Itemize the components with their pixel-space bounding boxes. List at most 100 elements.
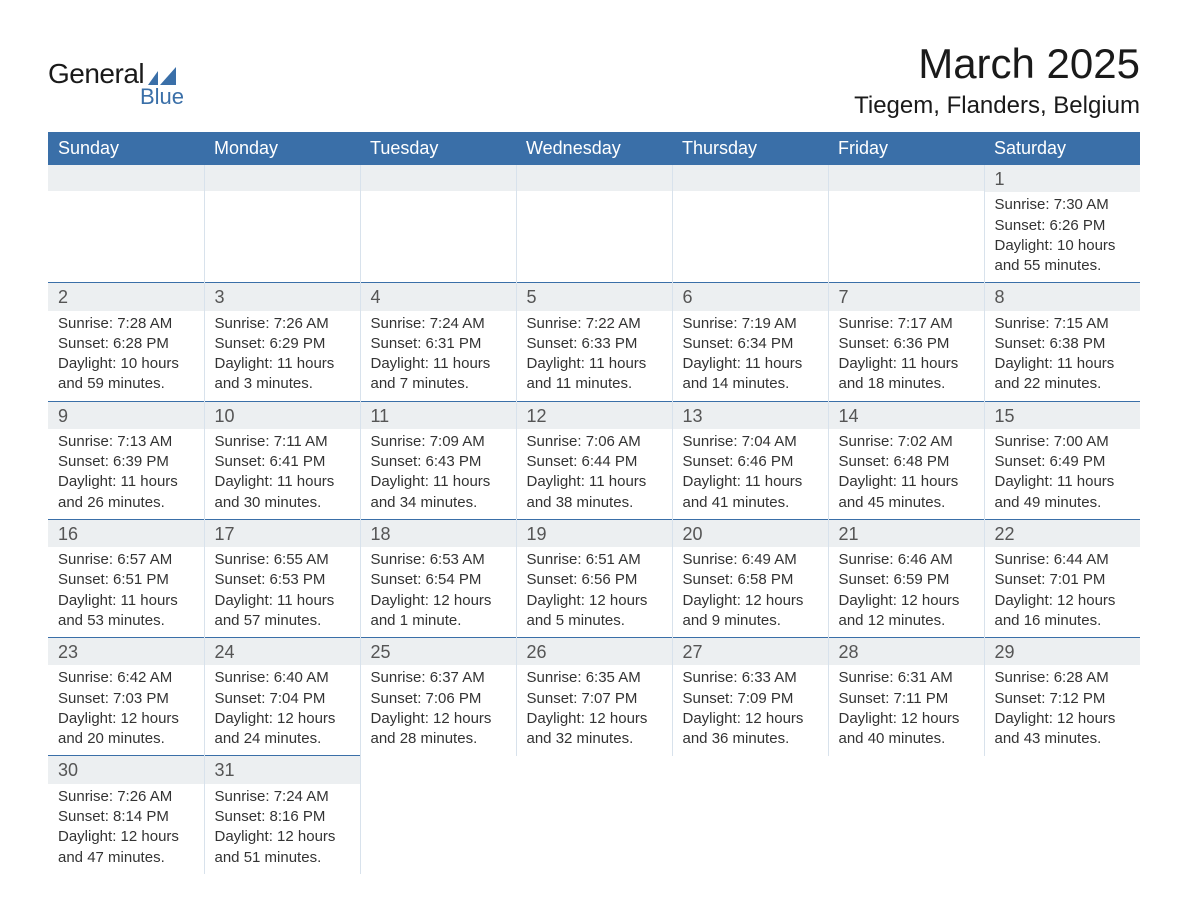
daylight-line: Daylight: 11 hours and 38 minutes. xyxy=(527,472,662,513)
day-details: Sunrise: 7:13 AMSunset: 6:39 PMDaylight:… xyxy=(48,429,204,519)
day-number: 9 xyxy=(48,402,204,429)
calendar-day-cell: 21Sunrise: 6:46 AMSunset: 6:59 PMDayligh… xyxy=(828,519,984,637)
sunrise-line: Sunrise: 6:42 AM xyxy=(58,668,194,688)
sunrise-line: Sunrise: 6:40 AM xyxy=(215,668,350,688)
day-details: Sunrise: 7:06 AMSunset: 6:44 PMDaylight:… xyxy=(517,429,672,519)
empty-day-bar xyxy=(829,165,984,191)
day-details: Sunrise: 7:22 AMSunset: 6:33 PMDaylight:… xyxy=(517,311,672,401)
day-details: Sunrise: 7:26 AMSunset: 8:14 PMDaylight:… xyxy=(48,784,204,874)
day-header: Saturday xyxy=(984,132,1140,165)
day-number: 25 xyxy=(361,638,516,665)
daylight-line: Daylight: 12 hours and 36 minutes. xyxy=(683,709,818,750)
day-number: 16 xyxy=(48,520,204,547)
sunset-line: Sunset: 6:58 PM xyxy=(683,570,818,590)
calendar-empty-cell xyxy=(360,756,516,874)
calendar-table: SundayMondayTuesdayWednesdayThursdayFrid… xyxy=(48,132,1140,874)
calendar-empty-cell xyxy=(516,165,672,283)
daylight-line: Daylight: 12 hours and 51 minutes. xyxy=(215,827,350,868)
calendar-day-cell: 12Sunrise: 7:06 AMSunset: 6:44 PMDayligh… xyxy=(516,401,672,519)
day-details: Sunrise: 6:46 AMSunset: 6:59 PMDaylight:… xyxy=(829,547,984,637)
day-details: Sunrise: 6:33 AMSunset: 7:09 PMDaylight:… xyxy=(673,665,828,755)
logo-text-sub: Blue xyxy=(140,84,184,110)
calendar-day-cell: 7Sunrise: 7:17 AMSunset: 6:36 PMDaylight… xyxy=(828,283,984,401)
daylight-line: Daylight: 12 hours and 40 minutes. xyxy=(839,709,974,750)
empty-day-bar xyxy=(361,165,516,191)
day-details: Sunrise: 7:04 AMSunset: 6:46 PMDaylight:… xyxy=(673,429,828,519)
sunrise-line: Sunrise: 7:11 AM xyxy=(215,432,350,452)
sunset-line: Sunset: 6:38 PM xyxy=(995,334,1131,354)
sunrise-line: Sunrise: 7:19 AM xyxy=(683,314,818,334)
calendar-day-cell: 20Sunrise: 6:49 AMSunset: 6:58 PMDayligh… xyxy=(672,519,828,637)
daylight-line: Daylight: 12 hours and 24 minutes. xyxy=(215,709,350,750)
calendar-day-cell: 1Sunrise: 7:30 AMSunset: 6:26 PMDaylight… xyxy=(984,165,1140,283)
calendar-day-cell: 23Sunrise: 6:42 AMSunset: 7:03 PMDayligh… xyxy=(48,638,204,756)
calendar-day-cell: 30Sunrise: 7:26 AMSunset: 8:14 PMDayligh… xyxy=(48,756,204,874)
sunrise-line: Sunrise: 6:44 AM xyxy=(995,550,1131,570)
title-block: March 2025 Tiegem, Flanders, Belgium xyxy=(854,40,1140,120)
day-number: 7 xyxy=(829,283,984,310)
calendar-day-cell: 3Sunrise: 7:26 AMSunset: 6:29 PMDaylight… xyxy=(204,283,360,401)
day-details: Sunrise: 7:24 AMSunset: 8:16 PMDaylight:… xyxy=(205,784,360,874)
sunrise-line: Sunrise: 6:35 AM xyxy=(527,668,662,688)
day-number: 12 xyxy=(517,402,672,429)
daylight-line: Daylight: 12 hours and 32 minutes. xyxy=(527,709,662,750)
sunrise-line: Sunrise: 6:46 AM xyxy=(839,550,974,570)
sunset-line: Sunset: 6:59 PM xyxy=(839,570,974,590)
sunset-line: Sunset: 8:14 PM xyxy=(58,807,194,827)
sunset-line: Sunset: 6:26 PM xyxy=(995,216,1131,236)
calendar-empty-cell xyxy=(672,165,828,283)
daylight-line: Daylight: 12 hours and 9 minutes. xyxy=(683,591,818,632)
day-number: 17 xyxy=(205,520,360,547)
empty-day-bar xyxy=(48,165,204,191)
daylight-line: Daylight: 11 hours and 41 minutes. xyxy=(683,472,818,513)
day-number: 31 xyxy=(205,756,360,783)
calendar-empty-cell xyxy=(828,165,984,283)
calendar-day-cell: 2Sunrise: 7:28 AMSunset: 6:28 PMDaylight… xyxy=(48,283,204,401)
calendar-day-cell: 9Sunrise: 7:13 AMSunset: 6:39 PMDaylight… xyxy=(48,401,204,519)
calendar-empty-cell xyxy=(204,165,360,283)
day-number: 19 xyxy=(517,520,672,547)
sunrise-line: Sunrise: 7:15 AM xyxy=(995,314,1131,334)
sunrise-line: Sunrise: 7:04 AM xyxy=(683,432,818,452)
calendar-empty-cell xyxy=(516,756,672,874)
sunset-line: Sunset: 6:49 PM xyxy=(995,452,1131,472)
day-details: Sunrise: 7:11 AMSunset: 6:41 PMDaylight:… xyxy=(205,429,360,519)
day-details: Sunrise: 6:40 AMSunset: 7:04 PMDaylight:… xyxy=(205,665,360,755)
day-details: Sunrise: 6:42 AMSunset: 7:03 PMDaylight:… xyxy=(48,665,204,755)
calendar-day-cell: 31Sunrise: 7:24 AMSunset: 8:16 PMDayligh… xyxy=(204,756,360,874)
sunset-line: Sunset: 6:41 PM xyxy=(215,452,350,472)
calendar-day-cell: 19Sunrise: 6:51 AMSunset: 6:56 PMDayligh… xyxy=(516,519,672,637)
daylight-line: Daylight: 11 hours and 11 minutes. xyxy=(527,354,662,395)
sunrise-line: Sunrise: 6:51 AM xyxy=(527,550,662,570)
sunset-line: Sunset: 6:51 PM xyxy=(58,570,194,590)
daylight-line: Daylight: 11 hours and 57 minutes. xyxy=(215,591,350,632)
calendar-day-cell: 26Sunrise: 6:35 AMSunset: 7:07 PMDayligh… xyxy=(516,638,672,756)
day-header: Monday xyxy=(204,132,360,165)
sunrise-line: Sunrise: 7:24 AM xyxy=(371,314,506,334)
daylight-line: Daylight: 12 hours and 16 minutes. xyxy=(995,591,1131,632)
daylight-line: Daylight: 11 hours and 26 minutes. xyxy=(58,472,194,513)
day-number: 24 xyxy=(205,638,360,665)
day-details: Sunrise: 7:02 AMSunset: 6:48 PMDaylight:… xyxy=(829,429,984,519)
sunrise-line: Sunrise: 7:13 AM xyxy=(58,432,194,452)
sunrise-line: Sunrise: 6:28 AM xyxy=(995,668,1131,688)
sunset-line: Sunset: 6:34 PM xyxy=(683,334,818,354)
empty-day-bar xyxy=(205,165,360,191)
calendar-day-cell: 24Sunrise: 6:40 AMSunset: 7:04 PMDayligh… xyxy=(204,638,360,756)
calendar-day-cell: 25Sunrise: 6:37 AMSunset: 7:06 PMDayligh… xyxy=(360,638,516,756)
calendar-day-cell: 17Sunrise: 6:55 AMSunset: 6:53 PMDayligh… xyxy=(204,519,360,637)
day-details: Sunrise: 7:09 AMSunset: 6:43 PMDaylight:… xyxy=(361,429,516,519)
day-number: 13 xyxy=(673,402,828,429)
sunset-line: Sunset: 6:31 PM xyxy=(371,334,506,354)
day-number: 10 xyxy=(205,402,360,429)
day-number: 5 xyxy=(517,283,672,310)
calendar-day-cell: 28Sunrise: 6:31 AMSunset: 7:11 PMDayligh… xyxy=(828,638,984,756)
sunrise-line: Sunrise: 7:24 AM xyxy=(215,787,350,807)
empty-day-bar xyxy=(517,165,672,191)
calendar-empty-cell xyxy=(48,165,204,283)
calendar-week-row: 2Sunrise: 7:28 AMSunset: 6:28 PMDaylight… xyxy=(48,283,1140,401)
daylight-line: Daylight: 12 hours and 20 minutes. xyxy=(58,709,194,750)
day-details: Sunrise: 6:53 AMSunset: 6:54 PMDaylight:… xyxy=(361,547,516,637)
month-title: March 2025 xyxy=(854,40,1140,88)
sunset-line: Sunset: 6:44 PM xyxy=(527,452,662,472)
